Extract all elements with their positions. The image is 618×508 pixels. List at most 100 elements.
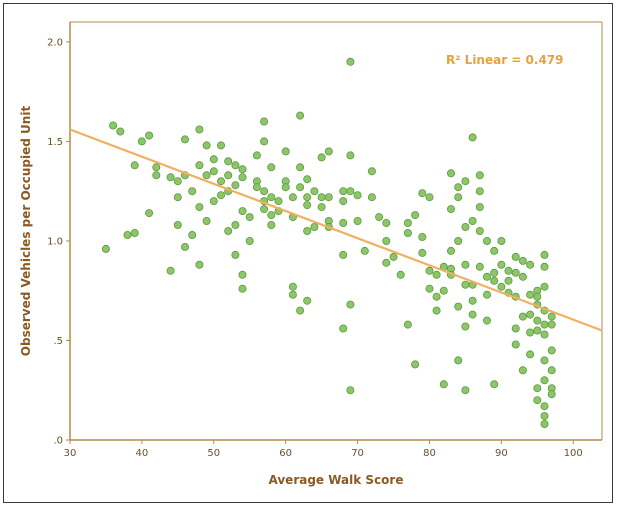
data-point [324, 147, 333, 156]
data-point [109, 121, 118, 130]
data-point [339, 324, 348, 333]
data-point [288, 193, 297, 202]
data-point [224, 171, 233, 180]
data-point [267, 193, 276, 202]
data-point [252, 183, 261, 192]
data-point [389, 252, 398, 261]
data-point [310, 222, 319, 231]
data-point [518, 366, 527, 375]
data-point [454, 356, 463, 365]
data-point [267, 163, 276, 172]
data-point [303, 201, 312, 210]
data-point [267, 211, 276, 220]
data-point [303, 175, 312, 184]
data-point [260, 137, 269, 146]
data-point [461, 222, 470, 231]
data-point [281, 183, 290, 192]
data-point [303, 193, 312, 202]
ticks: 30 40 50 60 70 80 90 100 .0 .5 1.0 1.5 2.0 [47, 37, 583, 459]
data-point [446, 169, 455, 178]
data-point [137, 137, 146, 146]
y-tick-label: .0 [53, 436, 63, 447]
data-point [195, 161, 204, 170]
data-point [317, 153, 326, 162]
data-point [504, 266, 513, 275]
data-point [238, 270, 247, 279]
data-point [454, 236, 463, 245]
data-point [518, 256, 527, 265]
data-point [425, 266, 434, 275]
data-point [526, 328, 535, 337]
data-point [439, 286, 448, 295]
data-point [130, 161, 139, 170]
data-point [461, 322, 470, 331]
data-point [116, 127, 125, 136]
data-point [475, 226, 484, 235]
data-point [360, 246, 369, 255]
data-point [145, 209, 154, 218]
data-point [418, 248, 427, 257]
data-point [511, 340, 520, 349]
x-tick-label: 70 [351, 448, 364, 459]
data-point [432, 306, 441, 315]
data-point [152, 171, 161, 180]
data-point [180, 135, 189, 144]
data-point [511, 252, 520, 261]
data-point [497, 282, 506, 291]
data-point [382, 236, 391, 245]
x-tick-label: 30 [64, 448, 77, 459]
data-point [202, 216, 211, 225]
data-point [432, 270, 441, 279]
data-point [403, 218, 412, 227]
data-point [216, 141, 225, 150]
x-tick-label: 100 [564, 448, 583, 459]
data-point [339, 250, 348, 259]
data-point [540, 402, 549, 411]
data-point [468, 216, 477, 225]
data-point [303, 296, 312, 305]
data-point [195, 125, 204, 134]
data-point [216, 177, 225, 186]
data-point [475, 203, 484, 212]
data-point [173, 220, 182, 229]
data-point [317, 193, 326, 202]
data-point [540, 250, 549, 259]
data-point [411, 360, 420, 369]
data-point [346, 187, 355, 196]
data-point [202, 171, 211, 180]
x-axis-title: Average Walk Score [269, 473, 404, 487]
data-point [540, 412, 549, 421]
data-point [526, 290, 535, 299]
chart-frame [3, 3, 613, 503]
data-point [418, 189, 427, 198]
data-point [346, 386, 355, 395]
data-point [238, 173, 247, 182]
data-point [296, 163, 305, 172]
data-point [209, 155, 218, 164]
data-point [303, 226, 312, 235]
data-point [468, 296, 477, 305]
data-point [346, 300, 355, 309]
data-point [446, 246, 455, 255]
data-point [188, 187, 197, 196]
data-point [245, 213, 254, 222]
data-point [231, 250, 240, 259]
data-point [490, 246, 499, 255]
data-point [547, 312, 556, 321]
data-point [202, 141, 211, 150]
x-tick-label: 50 [207, 448, 220, 459]
data-point [540, 376, 549, 385]
data-point [152, 163, 161, 172]
data-point [540, 356, 549, 365]
data-point [526, 310, 535, 319]
data-point [353, 216, 362, 225]
data-point [533, 292, 542, 301]
data-point [209, 197, 218, 206]
data-point [260, 187, 269, 196]
data-point [518, 272, 527, 281]
data-point [504, 276, 513, 285]
data-point [454, 183, 463, 192]
data-point [540, 282, 549, 291]
data-point [231, 181, 240, 190]
